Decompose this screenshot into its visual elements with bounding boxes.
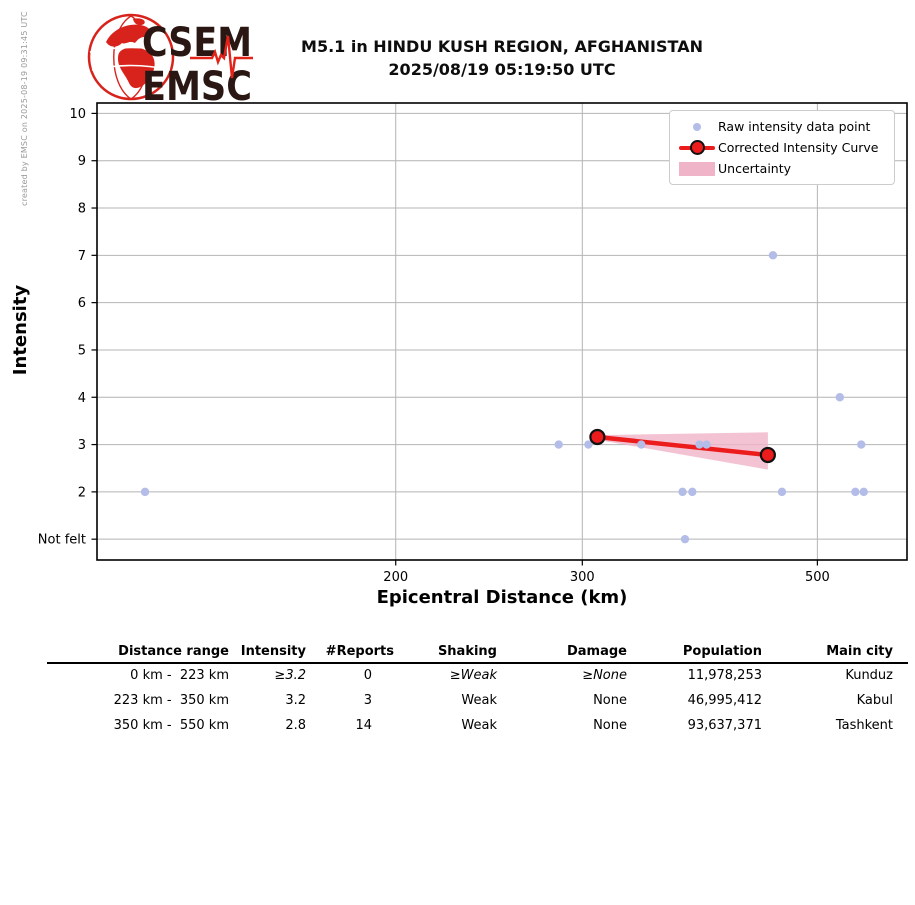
cell-shaking: Weak — [461, 693, 497, 708]
y-tick-label: Not felt — [38, 533, 86, 548]
y-tick-label: 3 — [78, 438, 86, 453]
header-intensity: Intensity — [240, 643, 306, 659]
plot-border — [96, 102, 908, 561]
cell-damage: ≥None — [582, 668, 627, 683]
header-population: Population — [682, 643, 762, 659]
x-axis-label: Epicentral Distance (km) — [376, 587, 628, 608]
cell-distance-range: 223 km - 350 km — [113, 693, 229, 708]
raw-intensity-point — [554, 440, 563, 449]
cell-reports: 0 — [363, 668, 372, 683]
table-row: 350 km - 550 km 2.8 14 Weak None 93,637,… — [44, 713, 893, 738]
cell-reports: 3 — [363, 693, 372, 708]
raw-intensity-point — [768, 251, 778, 260]
cell-distance-range: 350 km - 550 km — [113, 718, 229, 733]
table-row: 223 km - 350 km 3.2 3 Weak None 46,995,4… — [44, 688, 893, 713]
uncertainty-patch-icon — [676, 161, 718, 176]
x-tick-label: 500 — [805, 570, 830, 585]
cell-intensity: 3.2 — [285, 693, 306, 708]
cell-damage: None — [593, 718, 627, 733]
intensity-distance-chart: 10 9 8 7 6 5 4 3 2 Not felt 200 300 500 — [38, 102, 908, 585]
legend-label: Corrected Intensity Curve — [718, 140, 879, 155]
raw-intensity-point — [857, 440, 866, 449]
raw-point-icon — [676, 122, 718, 131]
header-damage: Damage — [566, 643, 627, 659]
legend-label: Raw intensity data point — [718, 119, 871, 134]
header-main-city: Main city — [826, 643, 893, 659]
raw-intensity-point — [851, 487, 860, 497]
x-tick-label: 300 — [570, 570, 595, 585]
y-tick-label: 10 — [69, 107, 86, 122]
raw-intensity-point — [702, 440, 711, 449]
cell-main-city: Tashkent — [835, 718, 893, 733]
cell-distance-range: 0 km - 223 km — [130, 668, 229, 683]
cell-reports: 14 — [355, 718, 372, 733]
page-subtitle-datetime: 2025/08/19 05:19:50 UTC — [388, 60, 616, 79]
cell-main-city: Kunduz — [845, 668, 893, 683]
y-tick-label: 4 — [78, 391, 86, 406]
corrected-intensity-curve — [595, 434, 771, 458]
cell-intensity: ≥3.2 — [274, 668, 306, 683]
cell-intensity: 2.8 — [285, 718, 306, 733]
raw-intensity-point — [678, 487, 687, 497]
raw-intensity-point — [637, 440, 646, 449]
y-tick-label: 5 — [78, 343, 86, 358]
cell-damage: None — [593, 693, 627, 708]
globe-icon — [87, 13, 175, 101]
summary-table: Distance range Intensity #Reports Shakin… — [44, 639, 893, 738]
cell-population: 11,978,253 — [687, 668, 762, 683]
emsc-logo: CSEM EMSC — [87, 13, 253, 102]
y-tick-label: 6 — [78, 296, 86, 311]
raw-intensity-point — [695, 440, 704, 449]
header-shaking: Shaking — [437, 643, 497, 659]
page-title: M5.1 in HINDU KUSH REGION, AFGHANISTAN — [301, 37, 703, 56]
legend-entry-uncertainty: Uncertainty — [676, 158, 886, 179]
cell-main-city: Kabul — [856, 693, 893, 708]
cell-shaking: Weak — [461, 718, 497, 733]
legend-entry-corrected: Corrected Intensity Curve — [676, 137, 886, 158]
seismogram-icon — [190, 35, 253, 79]
y-tick-label: 7 — [78, 249, 86, 264]
y-tick-label: 8 — [78, 202, 86, 217]
raw-intensity-point — [835, 393, 845, 402]
raw-intensity-point — [859, 487, 868, 497]
raw-intensity-point — [680, 534, 690, 544]
legend: Raw intensity data point Corrected Inten… — [669, 110, 895, 185]
raw-intensity-point — [584, 440, 593, 449]
curve-marker-icon — [676, 140, 718, 155]
raw-intensity-point — [140, 487, 150, 497]
header-reports: #Reports — [325, 643, 394, 659]
corrected-curve-marker — [759, 446, 776, 464]
raw-intensity-point — [777, 487, 787, 497]
cell-shaking: ≥Weak — [449, 668, 497, 683]
legend-entry-raw: Raw intensity data point — [676, 116, 886, 137]
table-header-row: Distance range Intensity #Reports Shakin… — [44, 639, 893, 663]
cell-population: 46,995,412 — [687, 693, 762, 708]
raw-intensity-point — [688, 487, 697, 497]
y-tick-label: 2 — [78, 485, 86, 500]
corrected-curve-marker — [589, 428, 606, 446]
x-tick-label: 200 — [383, 570, 408, 585]
table-row: 0 km - 223 km ≥3.2 0 ≥Weak ≥None 11,978,… — [44, 663, 893, 688]
legend-label: Uncertainty — [718, 161, 792, 176]
header-distance-range: Distance range — [118, 643, 229, 659]
y-axis-label: Intensity — [10, 284, 31, 376]
table-header-underline — [47, 662, 908, 664]
cell-population: 93,637,371 — [687, 718, 762, 733]
y-tick-label: 9 — [78, 154, 86, 169]
